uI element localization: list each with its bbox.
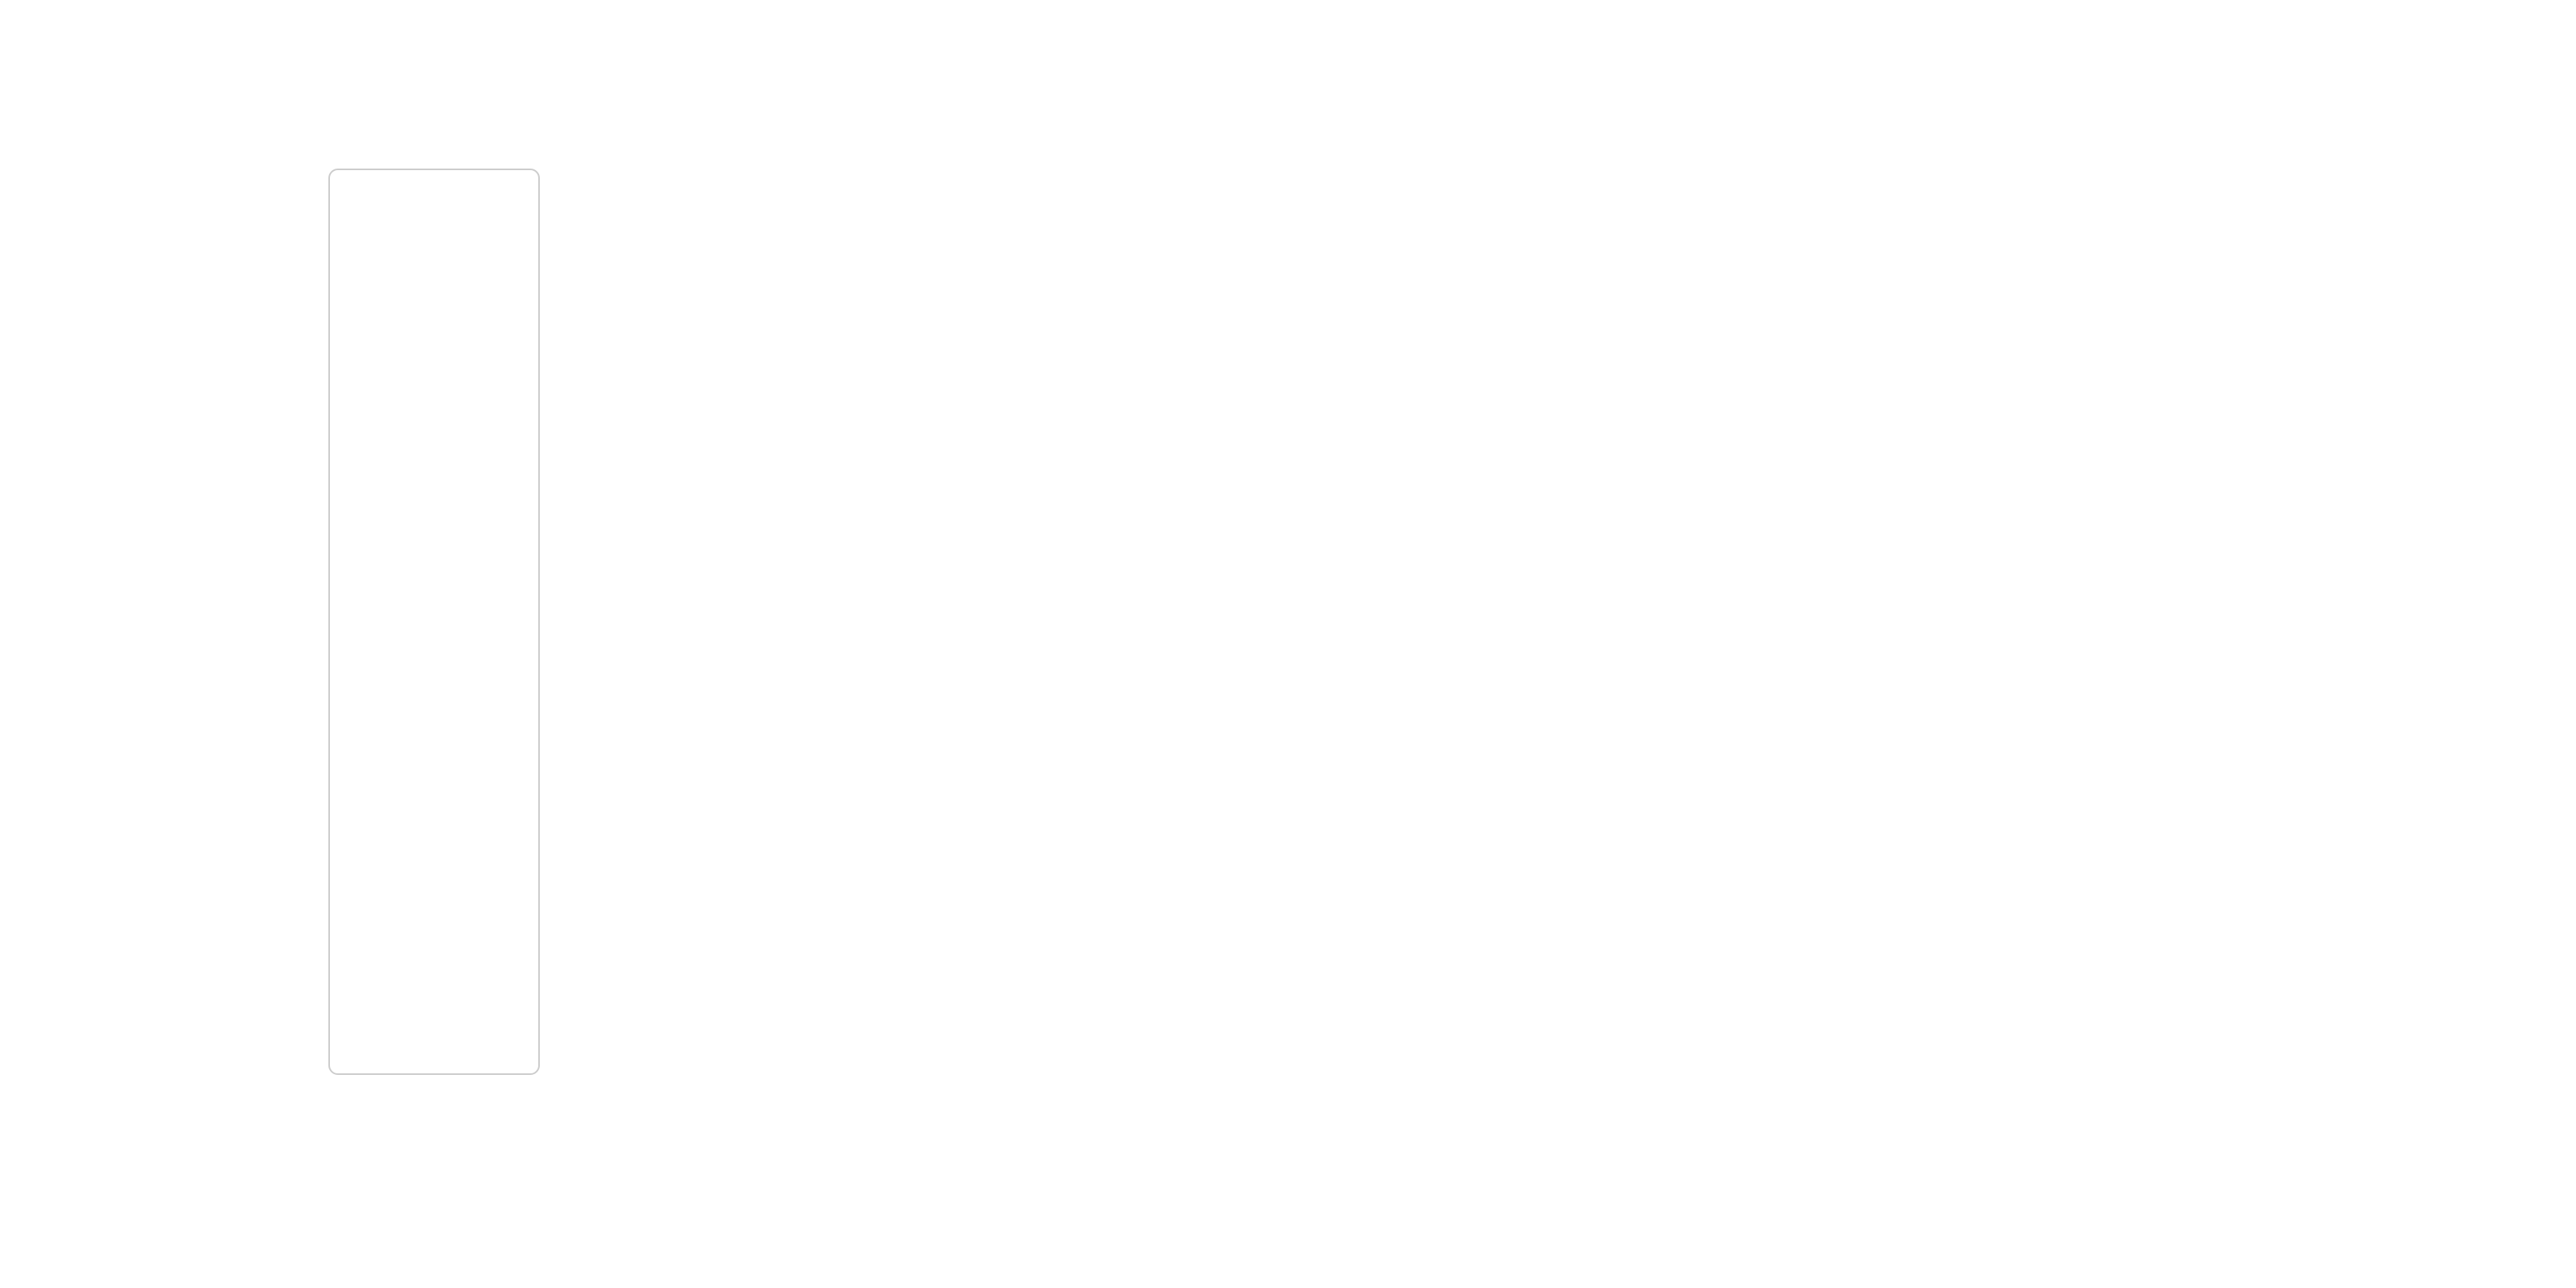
legend — [328, 169, 540, 1075]
